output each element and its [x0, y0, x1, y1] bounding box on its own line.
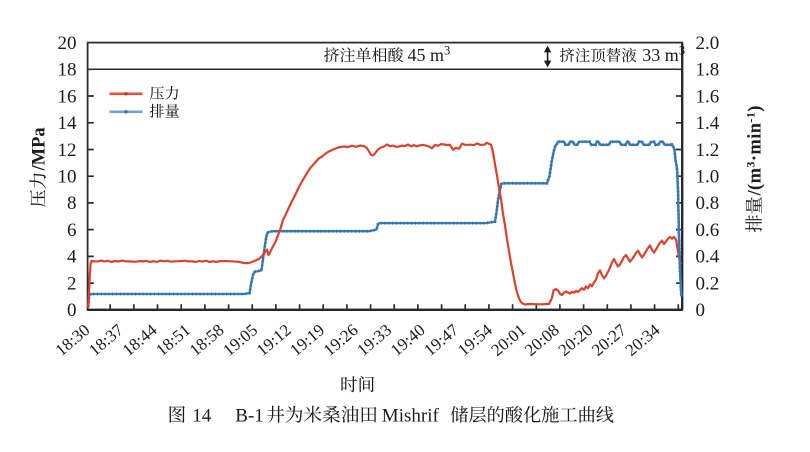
- svg-text:0.4: 0.4: [696, 247, 720, 268]
- svg-text:8: 8: [67, 193, 77, 214]
- svg-text:1.4: 1.4: [696, 113, 720, 134]
- svg-text:0.8: 0.8: [696, 193, 720, 214]
- svg-text:/(m3·min-1): /(m3·min-1): [744, 105, 766, 196]
- svg-text:4: 4: [67, 247, 77, 268]
- svg-text:1.8: 1.8: [696, 60, 720, 81]
- svg-text:B-1: B-1: [235, 405, 263, 426]
- svg-text:0: 0: [696, 300, 706, 321]
- svg-text:12: 12: [58, 140, 77, 161]
- svg-text:Mishrif: Mishrif: [382, 405, 440, 426]
- svg-text:45 m3: 45 m3: [408, 44, 451, 66]
- svg-text:6: 6: [67, 220, 77, 241]
- svg-text:33 m3: 33 m3: [642, 44, 685, 66]
- svg-text:2.0: 2.0: [696, 33, 720, 54]
- svg-text:1.2: 1.2: [696, 140, 720, 161]
- svg-text:14: 14: [58, 113, 78, 134]
- svg-text:0.2: 0.2: [696, 273, 720, 294]
- svg-text:14: 14: [192, 405, 212, 426]
- svg-text:10: 10: [58, 167, 77, 188]
- svg-text:1.6: 1.6: [696, 86, 720, 107]
- svg-text:0: 0: [67, 300, 77, 321]
- svg-text:1.0: 1.0: [696, 167, 720, 188]
- svg-text:20: 20: [58, 33, 77, 54]
- svg-text:16: 16: [58, 86, 77, 107]
- svg-text:/MPa: /MPa: [30, 127, 50, 171]
- svg-text:0.6: 0.6: [696, 220, 720, 241]
- svg-text:18: 18: [58, 60, 77, 81]
- svg-text:2: 2: [67, 273, 77, 294]
